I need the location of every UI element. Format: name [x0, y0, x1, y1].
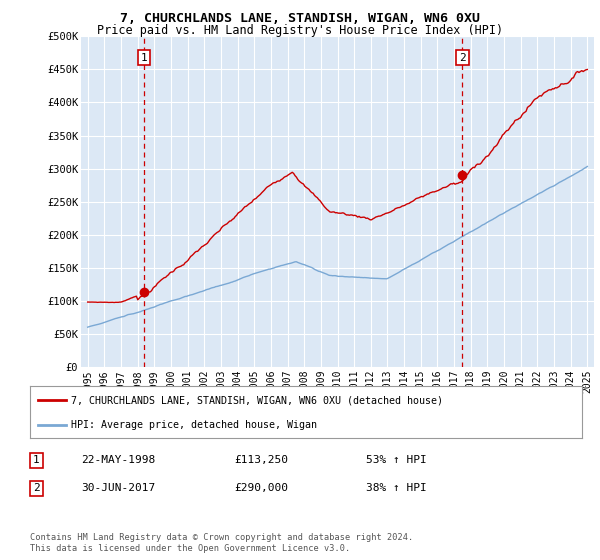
Text: 53% ↑ HPI: 53% ↑ HPI — [366, 455, 427, 465]
Text: 30-JUN-2017: 30-JUN-2017 — [81, 483, 155, 493]
Text: 7, CHURCHLANDS LANE, STANDISH, WIGAN, WN6 0XU (detached house): 7, CHURCHLANDS LANE, STANDISH, WIGAN, WN… — [71, 395, 443, 405]
Text: 1: 1 — [140, 53, 148, 63]
Text: £290,000: £290,000 — [234, 483, 288, 493]
Text: 2: 2 — [459, 53, 466, 63]
Text: 38% ↑ HPI: 38% ↑ HPI — [366, 483, 427, 493]
Text: Contains HM Land Registry data © Crown copyright and database right 2024.
This d: Contains HM Land Registry data © Crown c… — [30, 533, 413, 553]
Text: 22-MAY-1998: 22-MAY-1998 — [81, 455, 155, 465]
Text: Price paid vs. HM Land Registry's House Price Index (HPI): Price paid vs. HM Land Registry's House … — [97, 24, 503, 37]
Text: £113,250: £113,250 — [234, 455, 288, 465]
Text: 1: 1 — [33, 455, 40, 465]
Text: 7, CHURCHLANDS LANE, STANDISH, WIGAN, WN6 0XU: 7, CHURCHLANDS LANE, STANDISH, WIGAN, WN… — [120, 12, 480, 25]
Text: 2: 2 — [33, 483, 40, 493]
Text: HPI: Average price, detached house, Wigan: HPI: Average price, detached house, Wiga… — [71, 420, 317, 430]
